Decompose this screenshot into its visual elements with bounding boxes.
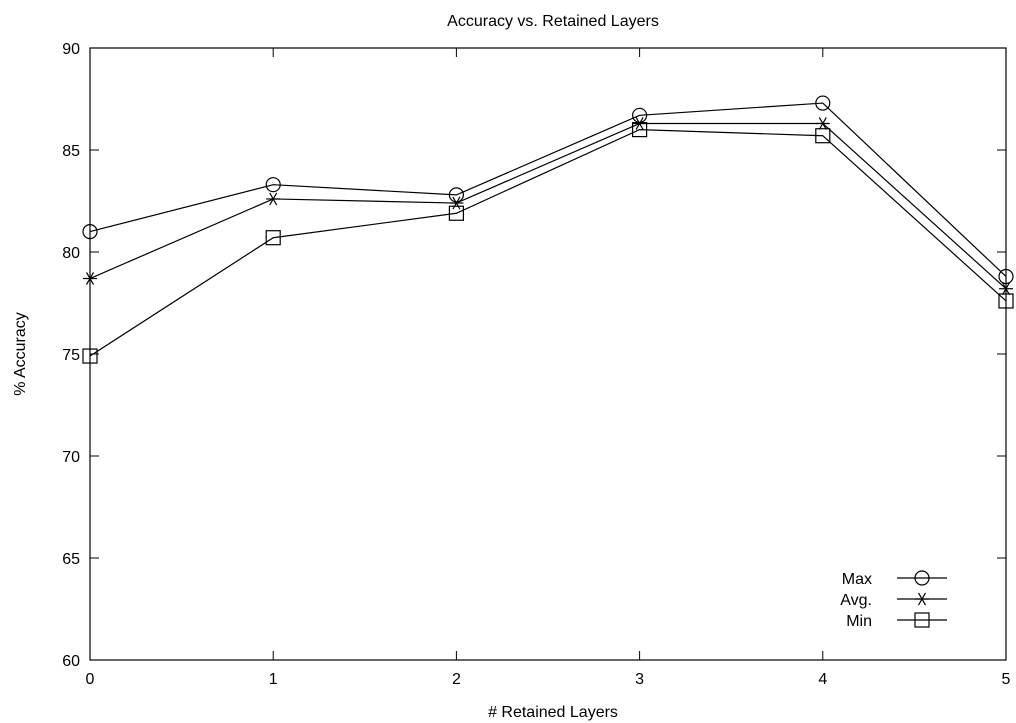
- series-line-max: [90, 103, 1006, 276]
- data-point-avg: [266, 193, 280, 205]
- y-tick-label: 85: [62, 143, 80, 160]
- x-tick-label: 3: [635, 671, 644, 688]
- series-layer: [83, 96, 1013, 363]
- series-line-avg: [90, 123, 1006, 288]
- series-min: [83, 123, 1013, 363]
- legend-label-min: Min: [846, 613, 872, 630]
- x-tick-label: 1: [269, 671, 278, 688]
- series-max: [83, 96, 1013, 283]
- legend: Max Avg. Min: [840, 571, 947, 630]
- chart-title: Accuracy vs. Retained Layers: [447, 13, 659, 30]
- y-tick-label: 60: [62, 653, 80, 670]
- y-tick-label: 80: [62, 245, 80, 262]
- x-axis-label: # Retained Layers: [488, 704, 618, 721]
- x-tick-label: 4: [818, 671, 827, 688]
- x-tick-label: 0: [86, 671, 95, 688]
- x-tick-label: 2: [452, 671, 461, 688]
- y-axis-label: % Accuracy: [12, 312, 29, 396]
- legend-marker-avg: [915, 593, 929, 605]
- series-avg: [83, 117, 1013, 294]
- data-point-avg: [449, 197, 463, 209]
- y-tick-label: 75: [62, 347, 80, 364]
- legend-label-max: Max: [842, 571, 872, 588]
- axis-ticks: 0 1 2 3 4 5 60 65 70 75 80 85 90: [62, 41, 1010, 688]
- data-point-avg: [633, 117, 647, 129]
- y-tick-label: 90: [62, 41, 80, 58]
- y-tick-label: 65: [62, 551, 80, 568]
- x-tick-label: 5: [1002, 671, 1011, 688]
- legend-label-avg: Avg.: [840, 592, 872, 609]
- plot-frame: [90, 48, 1006, 660]
- y-tick-label: 70: [62, 449, 80, 466]
